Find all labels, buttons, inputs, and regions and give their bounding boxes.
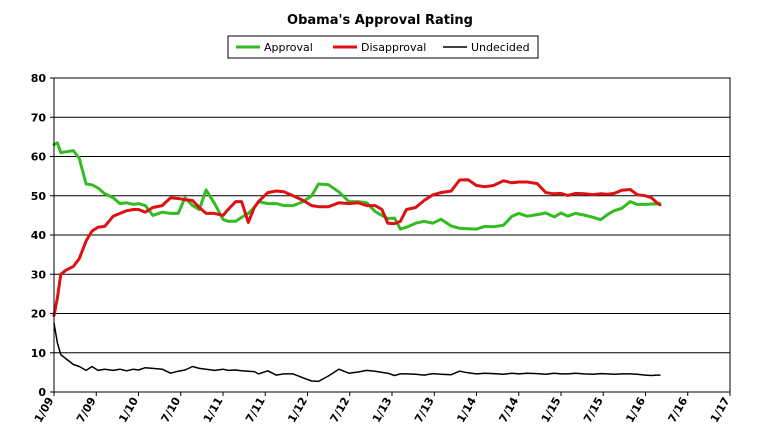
y-tick-label: 80 (31, 72, 47, 85)
x-tick-label: 1/12 (285, 395, 310, 425)
x-tick-label: 7/14 (497, 395, 522, 425)
y-tick-label: 20 (31, 308, 47, 321)
x-tick-label: 1/17 (708, 395, 733, 425)
y-tick-label: 0 (38, 386, 46, 399)
series-line-approval (52, 141, 662, 231)
x-tick-label: 7/12 (328, 395, 353, 425)
x-tick-label: 7/09 (74, 395, 99, 425)
y-tick-label: 40 (31, 229, 47, 242)
x-tick-label: 7/16 (666, 395, 691, 425)
x-tick-label: 7/13 (412, 395, 437, 425)
x-tick-label: 1/14 (454, 395, 479, 425)
plot-frame (53, 77, 731, 393)
y-tick-label: 60 (31, 151, 47, 164)
x-tick-label: 1/15 (539, 395, 564, 425)
y-tick-label: 30 (31, 268, 47, 281)
legend: Approval Disapproval Undecided (227, 35, 539, 59)
series-lines (52, 141, 662, 383)
legend-label-disapproval: Disapproval (361, 41, 426, 54)
legend-label-approval: Approval (264, 41, 313, 54)
x-tick-label: 7/10 (159, 395, 184, 425)
legend-box (227, 35, 539, 59)
y-axis: 0 10 20 30 40 50 60 70 80 (31, 72, 54, 399)
x-tick-label: 1/11 (201, 395, 226, 425)
series-line-undecided (53, 322, 661, 383)
x-tick-label: 7/15 (581, 395, 606, 425)
gridlines (54, 116, 730, 354)
y-tick-label: 70 (31, 111, 47, 124)
x-tick-label: 1/16 (623, 395, 648, 425)
x-axis: 1/09 7/09 1/10 7/10 1/11 7/11 1/12 7/12 1/13 7/13… (32, 392, 733, 425)
x-tick-label: 1/13 (370, 395, 395, 425)
chart-title: Obama's Approval Rating (287, 13, 473, 28)
legend-label-undecided: Undecided (471, 41, 530, 54)
series-line-disapproval (52, 178, 662, 317)
y-tick-label: 50 (31, 190, 47, 203)
x-tick-label: 1/10 (116, 395, 141, 425)
y-tick-label: 10 (31, 347, 47, 360)
x-tick-label: 7/11 (243, 395, 268, 425)
x-tick-label: 1/09 (32, 395, 57, 425)
